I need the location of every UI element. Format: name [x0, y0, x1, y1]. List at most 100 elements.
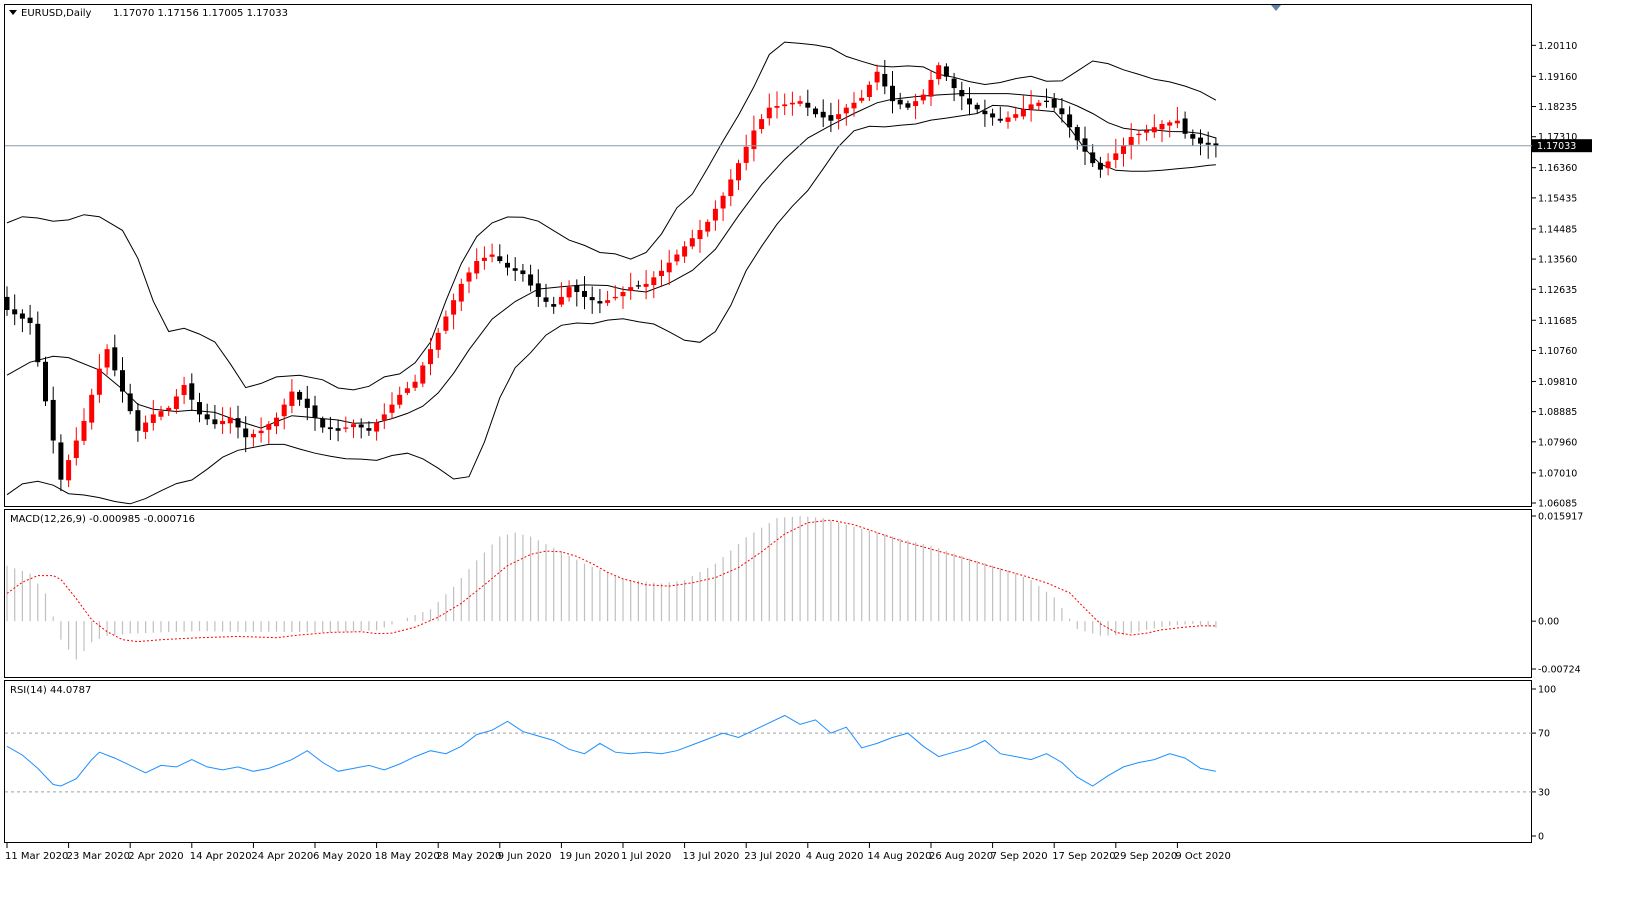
macd-label: MACD(12,26,9) -0.000985 -0.000716 — [10, 514, 195, 525]
candle — [897, 92, 903, 110]
candle-body — [720, 195, 726, 209]
candle — [635, 280, 641, 290]
candle-body — [404, 388, 410, 393]
candle-body — [428, 349, 433, 365]
indicator-lines — [5, 145, 1532, 787]
candle-body — [258, 430, 264, 434]
price-tick-label: 1.15435 — [1538, 193, 1577, 204]
candle — [474, 248, 480, 280]
date-tick-label: 9 Jun 2020 — [498, 851, 552, 862]
candle — [674, 249, 680, 266]
candle-body — [843, 107, 849, 114]
candle — [289, 379, 295, 414]
candle-body — [890, 85, 895, 102]
candle — [12, 294, 18, 326]
candle-body — [381, 414, 387, 421]
macd-tick-label: 0.00 — [1538, 617, 1559, 628]
candle-body — [27, 317, 33, 324]
rsi-panel-frame — [4, 680, 1532, 843]
candle-body — [997, 118, 1003, 121]
candle — [19, 309, 25, 333]
candle — [43, 356, 48, 407]
menu-triangle-icon[interactable] — [9, 10, 17, 15]
candle — [982, 99, 988, 127]
candle-body — [813, 108, 818, 115]
candle — [81, 408, 87, 446]
macd-panel-frame — [4, 509, 1532, 678]
candle-body — [882, 73, 888, 87]
candle — [281, 398, 287, 430]
candle — [1097, 156, 1103, 178]
price-tick-label: 1.08885 — [1538, 407, 1577, 418]
shift-marker-icon[interactable] — [1271, 5, 1281, 11]
candle-body — [597, 301, 603, 304]
candle — [605, 290, 611, 306]
candle — [936, 62, 942, 85]
candle — [481, 246, 487, 270]
candle — [381, 403, 387, 429]
candle-body — [612, 296, 618, 299]
candle — [551, 296, 557, 314]
candle-body — [158, 411, 164, 417]
candlesticks — [4, 59, 1219, 492]
candle — [189, 373, 195, 411]
candle — [620, 286, 626, 309]
candle — [1090, 144, 1096, 167]
candle — [612, 285, 618, 301]
candle-body — [266, 424, 272, 430]
candle — [967, 87, 972, 116]
candle — [697, 219, 703, 253]
candle-body — [751, 130, 757, 150]
candle — [1044, 88, 1049, 108]
candle-body — [358, 424, 364, 428]
candle-body — [335, 428, 341, 431]
candle-body — [828, 115, 834, 121]
rsi-level-lines — [5, 732, 1532, 793]
candle-body — [620, 292, 626, 297]
date-tick-label: 17 Sep 2020 — [1052, 851, 1115, 862]
candle-body — [143, 422, 149, 432]
candle — [505, 254, 510, 276]
candle — [73, 427, 79, 466]
candle-body — [1020, 109, 1026, 117]
candle — [297, 389, 303, 406]
candle-body — [1113, 153, 1119, 160]
candle-body — [1074, 127, 1080, 141]
candle — [712, 200, 718, 231]
candle-body — [150, 414, 156, 423]
candle — [4, 286, 10, 316]
price-tick-label: 1.06085 — [1538, 499, 1577, 510]
candle — [1144, 124, 1150, 141]
candle — [951, 72, 957, 102]
candle-body — [189, 383, 195, 400]
candle-body — [805, 102, 811, 108]
candle-body — [220, 420, 226, 425]
candle-body — [197, 402, 202, 415]
candle — [789, 91, 795, 116]
price-tick-label: 1.17310 — [1538, 132, 1577, 143]
rsi-label: RSI(14) 44.0787 — [10, 685, 91, 696]
candle — [50, 386, 56, 454]
candle — [497, 244, 503, 264]
candle-body — [1090, 152, 1096, 164]
candle-body — [974, 104, 980, 110]
candle — [543, 283, 549, 308]
candle — [520, 263, 526, 282]
candle — [843, 103, 849, 126]
candle — [666, 249, 672, 286]
candle — [689, 229, 695, 250]
candle-body — [897, 99, 903, 105]
last-price-label: 1.17033 — [1537, 141, 1576, 152]
candle-body — [635, 285, 641, 287]
candle — [1205, 131, 1211, 159]
candle-body — [943, 66, 949, 77]
candle-body — [1144, 130, 1150, 133]
candle-body — [166, 407, 172, 411]
candle — [643, 270, 649, 300]
candle-body — [1198, 137, 1203, 144]
candle — [404, 381, 410, 395]
price-tick-label: 1.12635 — [1538, 285, 1577, 296]
candle — [866, 81, 872, 101]
candle-body — [1182, 118, 1188, 134]
